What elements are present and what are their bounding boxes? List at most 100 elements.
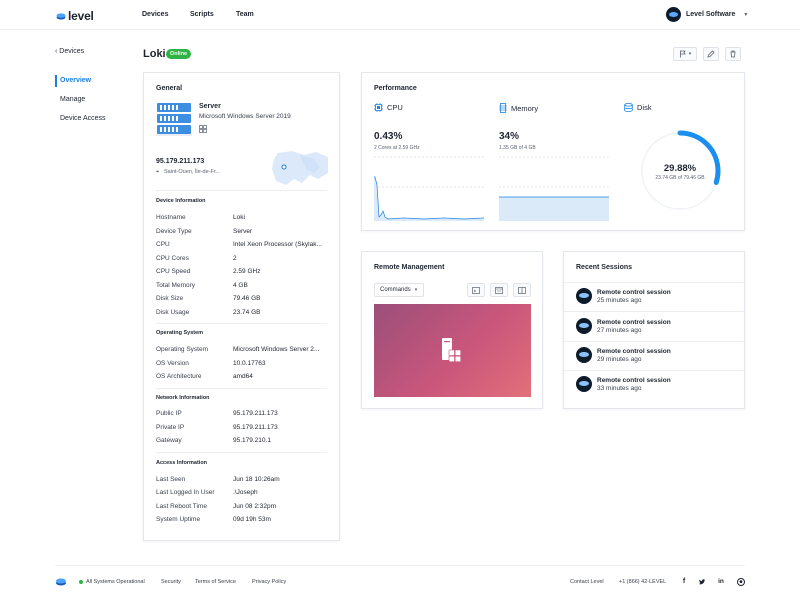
disk-label: Disk xyxy=(637,103,652,112)
file-browser-button[interactable] xyxy=(490,283,508,297)
recent-sessions-title: Recent Sessions xyxy=(576,264,633,271)
session-avatar-icon xyxy=(576,376,592,392)
field-value: 79.46 GB xyxy=(233,295,261,302)
subnav-item-manage[interactable]: Manage xyxy=(60,96,86,103)
twitter-icon[interactable] xyxy=(698,578,706,586)
field-value: .\Joseph xyxy=(233,489,258,496)
session-item[interactable]: Remote control session 27 minutes ago xyxy=(576,318,671,334)
field-value: 95.179.211.173 xyxy=(233,424,278,431)
level-logo[interactable]: level xyxy=(56,9,94,23)
status-badge: Online xyxy=(166,49,192,59)
cpu-label: CPU xyxy=(387,103,403,112)
commands-label: Commands xyxy=(380,287,411,293)
location-map xyxy=(272,151,328,185)
linkedin-icon[interactable]: in xyxy=(718,578,724,585)
session-time: 33 minutes ago xyxy=(597,384,642,392)
section-divider xyxy=(156,452,327,453)
split-view-button[interactable] xyxy=(513,283,531,297)
account-avatar xyxy=(666,7,681,22)
session-avatar-icon xyxy=(576,347,592,363)
session-item[interactable]: Remote control session 33 minutes ago xyxy=(576,376,671,392)
subnav-active-indicator xyxy=(55,75,57,87)
os-label: Microsoft Windows Server 2019 xyxy=(199,113,291,120)
field-value: 2 xyxy=(233,255,237,262)
footer-link-privacy[interactable]: Privacy Policy xyxy=(252,579,287,585)
field-label: Gateway xyxy=(156,437,182,444)
field-value: 10.0.17763 xyxy=(233,360,266,367)
memory-label: Memory xyxy=(511,103,539,113)
device-location: Saint-Ouen, Île-de-Fr... xyxy=(164,169,220,175)
cpu-sub: 2 Cores at 2.59 GHz xyxy=(374,145,420,151)
logo-text: level xyxy=(68,9,94,23)
field-value: 95.179.210.1 xyxy=(233,437,271,444)
disk-usage-gauge xyxy=(639,130,721,212)
nav-item-team[interactable]: Team xyxy=(236,11,254,18)
edit-button[interactable] xyxy=(703,47,719,61)
field-label: Public IP xyxy=(156,410,182,417)
memory-usage-graph xyxy=(499,156,609,221)
session-title: Remote control session xyxy=(597,288,671,296)
section-heading-network-info: Network Information xyxy=(156,395,210,401)
level-logo-icon[interactable] xyxy=(56,577,66,586)
nav-item-devices[interactable]: Devices xyxy=(142,11,169,18)
server-icon xyxy=(156,103,192,136)
subnav-item-overview[interactable]: Overview xyxy=(60,77,92,84)
session-item[interactable]: Remote control session 29 minutes ago xyxy=(576,347,671,363)
windows-server-icon xyxy=(442,338,461,362)
device-ip: 95.179.211.173 xyxy=(156,158,205,165)
field-value: Jun 08 2:32pm xyxy=(233,503,277,510)
flag-button[interactable]: ▾ xyxy=(673,47,697,61)
field-label: CPU xyxy=(156,241,170,248)
field-label: Last Logged In User xyxy=(156,489,215,496)
session-time: 25 minutes ago xyxy=(597,296,642,304)
memory-sub: 1.35 GB of 4 GB xyxy=(499,145,536,151)
terminal-icon xyxy=(472,286,480,294)
session-divider xyxy=(564,341,744,342)
section-divider xyxy=(156,323,327,324)
account-menu[interactable]: Level Software ▾ xyxy=(666,7,747,22)
footer-link-security[interactable]: Security xyxy=(161,579,181,585)
top-navigation-bar: level Devices Scripts Team Level Softwar… xyxy=(0,0,800,30)
field-label: Disk Size xyxy=(156,295,184,302)
commands-dropdown[interactable]: Commands ▾ xyxy=(374,283,424,297)
chevron-down-icon: ▾ xyxy=(414,287,418,293)
level-logo-icon xyxy=(56,13,66,20)
footer-phone[interactable]: +1 (866) 42-LEVEL xyxy=(619,579,667,585)
split-view-icon xyxy=(518,286,526,294)
footer-contact-link[interactable]: Contact Level xyxy=(570,579,604,585)
facebook-icon[interactable]: f xyxy=(682,578,686,585)
memory-value: 34% xyxy=(499,131,520,142)
delete-button[interactable] xyxy=(725,47,741,61)
page-title: Loki xyxy=(143,48,166,60)
footer-link-terms[interactable]: Terms of Service xyxy=(195,579,236,585)
field-value: 23.74 GB xyxy=(233,309,261,316)
cpu-value: 0.43% xyxy=(374,131,403,142)
disk-value: 29.88% xyxy=(663,163,697,174)
back-to-devices-link[interactable]: ‹ Devices xyxy=(55,48,85,55)
system-status-link[interactable]: All Systems Operational xyxy=(86,579,145,585)
terminal-button[interactable] xyxy=(467,283,485,297)
nav-item-scripts[interactable]: Scripts xyxy=(190,11,214,18)
pencil-icon xyxy=(707,50,715,58)
performance-card: Performance CPU 0.43% 2 Cores at 2.59 GH… xyxy=(361,72,745,231)
field-value: 2.59 GHz xyxy=(233,268,261,275)
section-heading-device-info: Device Information xyxy=(156,198,206,204)
cpu-chip-icon xyxy=(374,103,383,112)
cpu-metric-label: CPU xyxy=(374,103,403,112)
field-value: Loki xyxy=(233,214,245,221)
trash-icon xyxy=(730,50,736,58)
windows-icon xyxy=(199,125,207,133)
subnav-item-device-access[interactable]: Device Access xyxy=(60,115,106,122)
window-icon xyxy=(495,286,503,294)
chevron-down-icon: ▾ xyxy=(688,51,692,57)
general-card: General Server Microsoft Windows Server … xyxy=(143,72,340,541)
session-divider xyxy=(564,311,744,312)
session-avatar-icon xyxy=(576,318,592,334)
field-label: Hostname xyxy=(156,214,186,221)
session-item[interactable]: Remote control session 25 minutes ago xyxy=(576,288,671,304)
field-label: Operating System xyxy=(156,346,209,353)
remote-screen-preview[interactable] xyxy=(374,304,531,397)
github-icon[interactable] xyxy=(737,578,745,586)
session-title: Remote control session xyxy=(597,318,671,326)
field-value: amd64 xyxy=(233,373,253,380)
